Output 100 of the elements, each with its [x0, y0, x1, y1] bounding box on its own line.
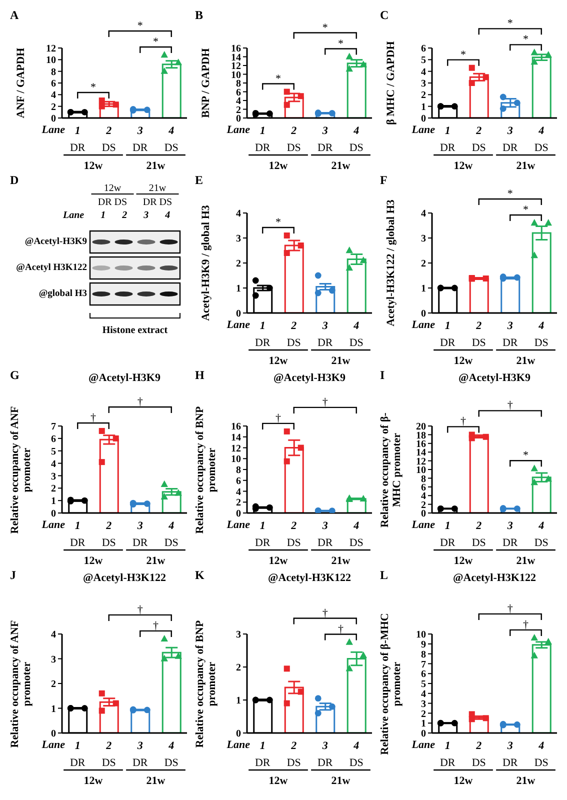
- y-tick-label: 0: [51, 508, 56, 520]
- x-tick-label: 2: [290, 520, 298, 532]
- x-axis-title: Lane: [40, 519, 66, 531]
- text: DR: [254, 337, 271, 349]
- text: DR: [132, 757, 148, 769]
- x-tick-label: 2: [105, 520, 112, 532]
- y-tick-label: 14: [231, 52, 241, 64]
- x-tick-label: 3: [506, 520, 514, 532]
- y-tick-label: 0: [421, 308, 426, 320]
- y-tick-label: 1: [51, 704, 56, 715]
- y-tick-label: 16: [231, 44, 241, 55]
- y-axis-title: Acetyl-H3K122 / global H3: [385, 198, 397, 328]
- y-tick-label: 4: [236, 486, 241, 498]
- text: DR: [70, 757, 86, 769]
- y-axis-title: β MHC / GAPDH: [385, 40, 397, 127]
- y-tick-label: 1: [421, 284, 426, 295]
- text: †: [523, 618, 529, 631]
- x-tick-label: 1: [260, 124, 266, 137]
- y-tick-label: 3: [421, 234, 426, 245]
- y-tick-label: 0: [236, 114, 241, 125]
- y-tick-label: 9: [421, 639, 426, 650]
- annotation: *: [338, 38, 344, 50]
- text: DS: [472, 142, 486, 154]
- y-tick-label: 4: [421, 208, 426, 220]
- text: 12w: [268, 555, 288, 567]
- text: DR: [254, 757, 271, 769]
- x-axis-title: Lane: [226, 519, 250, 531]
- annotation: *: [460, 48, 466, 61]
- text: 12w: [268, 160, 288, 172]
- y-tick-label: 8: [421, 649, 426, 660]
- x-tick-label: 2: [290, 124, 298, 137]
- y-tick-label: 10: [231, 454, 241, 466]
- text: 21w: [516, 555, 536, 567]
- y-tick-label: 3: [51, 471, 56, 482]
- x-axis-title: Lane: [410, 124, 436, 136]
- y-tick-label: 8: [51, 66, 56, 78]
- y-tick-label: 2: [421, 258, 426, 270]
- x-tick-label: 4: [352, 124, 360, 137]
- text: 12w: [454, 775, 473, 787]
- chart-title: L: [380, 568, 388, 583]
- annotation: *: [90, 82, 96, 94]
- y-tick-label: 4: [51, 90, 56, 102]
- x-tick-label: 2: [290, 320, 298, 332]
- y-tick-label: 1: [421, 718, 426, 730]
- y-axis-title: BNP / GAPDH: [200, 47, 212, 120]
- y-tick-label: 14: [416, 448, 426, 459]
- chart-subtitle: @Acetyl-H3K9: [88, 372, 160, 384]
- chart-title: G: [10, 368, 20, 383]
- text: 21w: [148, 183, 167, 194]
- chart-title: E: [195, 173, 204, 188]
- y-tick-label: 2: [236, 258, 241, 270]
- y-tick-label: 4: [236, 208, 241, 220]
- x-tick-label: 1: [74, 520, 80, 532]
- x-axis-title: Lane: [226, 319, 250, 331]
- text: 21w: [146, 555, 166, 567]
- text: DR: [440, 337, 456, 349]
- x-axis-title: Lane: [40, 739, 66, 751]
- text: DR: [132, 142, 148, 154]
- y-tick-label: 6: [51, 434, 56, 445]
- chart-title: A: [10, 8, 19, 23]
- y-tick-label: 6: [236, 87, 241, 98]
- x-tick-label: 1: [260, 320, 266, 332]
- text: *: [322, 22, 328, 34]
- text: DS: [534, 537, 548, 549]
- y-tick-label: 4: [51, 458, 56, 470]
- chart-title: J: [10, 568, 16, 583]
- text: DR: [132, 537, 148, 549]
- x-tick-label: 3: [506, 124, 514, 137]
- text: *: [507, 18, 513, 30]
- text: DS: [349, 537, 364, 549]
- text: DS: [164, 757, 178, 769]
- x-tick-label: 3: [321, 520, 328, 532]
- text: 21w: [146, 160, 166, 172]
- text: DS: [102, 537, 116, 549]
- y-tick-label: 3: [51, 654, 56, 666]
- y-tick-label: 12: [231, 443, 241, 454]
- text: †: [507, 400, 514, 412]
- x-tick-label: 2: [290, 740, 298, 752]
- text: @Acetyl H3K122: [16, 263, 88, 273]
- y-tick-label: 0: [236, 508, 241, 520]
- text: †: [507, 602, 514, 615]
- text: 12w: [84, 775, 103, 787]
- text: DR: [70, 537, 86, 549]
- text: DR: [440, 757, 456, 769]
- text: DS: [286, 142, 301, 154]
- text: DS: [472, 757, 486, 769]
- y-tick-label: 0: [421, 114, 426, 125]
- x-axis-title: Lane: [410, 739, 436, 751]
- text: DR: [440, 142, 456, 154]
- y-tick-label: 12: [416, 456, 426, 468]
- y-tick-label: 10: [416, 465, 426, 476]
- y-tick-label: 2: [51, 679, 56, 690]
- text: DR: [440, 537, 456, 549]
- y-tick-label: 1: [236, 696, 241, 707]
- text: DS: [102, 142, 116, 154]
- y-axis-title: Relative occupancy of BNP promoter: [194, 404, 218, 536]
- text: †: [137, 604, 144, 616]
- text: 21w: [516, 355, 536, 367]
- y-tick-label: 1: [51, 496, 56, 508]
- text: DR: [254, 142, 271, 154]
